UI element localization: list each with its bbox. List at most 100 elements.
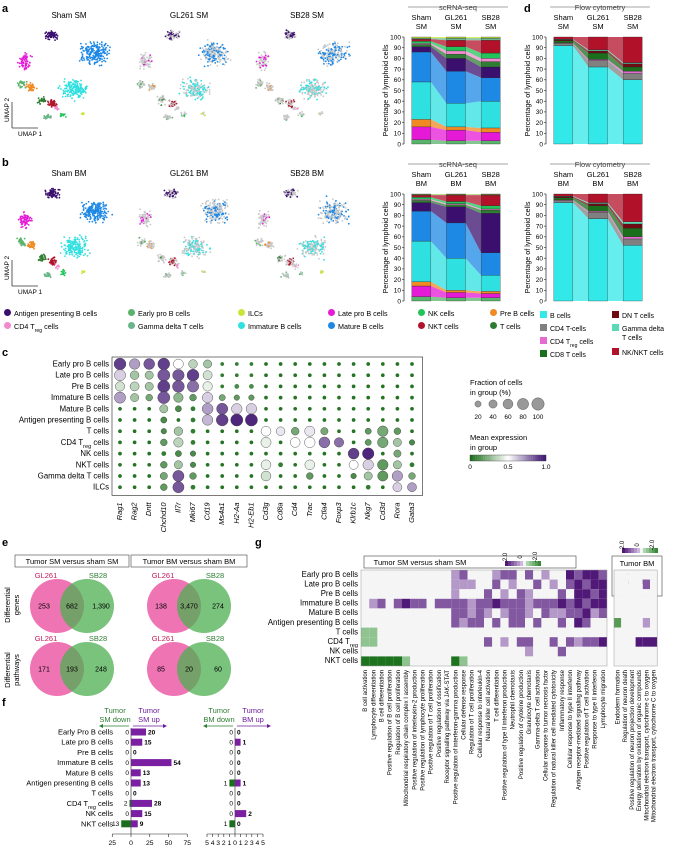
umap-point bbox=[265, 58, 267, 60]
umap-point bbox=[286, 30, 288, 33]
umap-point bbox=[324, 60, 327, 63]
umap-point bbox=[16, 82, 19, 84]
umap-point bbox=[225, 61, 227, 63]
umap-point bbox=[29, 55, 32, 57]
umap-point bbox=[205, 251, 208, 253]
dotplot-dot bbox=[249, 462, 254, 467]
umap-point bbox=[270, 244, 273, 247]
umap-point bbox=[197, 92, 200, 95]
umap-point bbox=[181, 114, 184, 117]
umap-point bbox=[317, 243, 320, 246]
umap-point bbox=[67, 81, 70, 84]
umap-point bbox=[64, 272, 67, 274]
umap-point bbox=[140, 53, 143, 56]
umap-point bbox=[297, 264, 300, 267]
color-legend-step bbox=[508, 455, 510, 461]
umap-point bbox=[209, 52, 211, 54]
dotplot-dot bbox=[248, 394, 255, 401]
umap-point bbox=[209, 45, 211, 48]
umap-point bbox=[169, 274, 171, 277]
umap-point bbox=[153, 85, 156, 88]
umap-point bbox=[97, 208, 99, 211]
dotplot-dot bbox=[351, 373, 356, 378]
umap-point bbox=[332, 54, 334, 57]
umap-point bbox=[320, 93, 322, 96]
dotplot-dot bbox=[307, 418, 312, 422]
umap-point bbox=[285, 119, 288, 121]
dotplot-dot bbox=[264, 451, 268, 456]
umap-point bbox=[57, 87, 60, 90]
umap-point bbox=[222, 47, 225, 50]
umap-point bbox=[259, 223, 262, 226]
umap-point bbox=[311, 253, 314, 256]
color-legend-step bbox=[496, 455, 499, 461]
umap-point bbox=[346, 46, 349, 49]
dotplot-dot bbox=[205, 485, 210, 490]
umap-point bbox=[282, 102, 284, 105]
umap-point bbox=[348, 55, 350, 58]
umap-point bbox=[52, 259, 54, 262]
umap-point bbox=[174, 259, 177, 262]
umap-point bbox=[170, 29, 173, 32]
umap-point bbox=[216, 222, 219, 224]
dotplot-dot bbox=[172, 481, 185, 494]
umap-point bbox=[205, 221, 208, 223]
umap-point bbox=[41, 259, 44, 262]
umap-point bbox=[82, 112, 85, 115]
dotplot-dot bbox=[410, 406, 414, 411]
dotplot-dot bbox=[160, 428, 167, 435]
umap-point bbox=[68, 241, 70, 244]
umap-point bbox=[198, 87, 201, 90]
umap-point bbox=[23, 237, 26, 240]
umap-point bbox=[147, 243, 150, 246]
flow-legend-item: DN T cells bbox=[612, 311, 655, 320]
umap-point bbox=[288, 104, 290, 107]
umap-point bbox=[79, 234, 81, 237]
umap-point bbox=[81, 211, 84, 214]
dotplot-dot bbox=[144, 370, 154, 380]
bar-segment bbox=[480, 132, 501, 141]
umap-point bbox=[28, 87, 31, 90]
dotplot-dot bbox=[365, 484, 371, 490]
umap-point bbox=[192, 235, 195, 238]
umap-point bbox=[212, 207, 215, 210]
umap-point bbox=[182, 85, 185, 88]
umap-point bbox=[313, 245, 316, 248]
umap-point bbox=[216, 211, 219, 214]
umap-point bbox=[145, 224, 148, 227]
color-legend-step bbox=[534, 455, 537, 461]
dotplot-dot bbox=[278, 362, 283, 366]
umap-point bbox=[172, 257, 175, 260]
dotplot-dot bbox=[278, 485, 283, 490]
dotplot-dot bbox=[260, 426, 272, 437]
umap-point bbox=[222, 52, 225, 54]
dotplot-dot bbox=[118, 474, 122, 478]
umap-point bbox=[54, 39, 56, 41]
umap-point bbox=[277, 99, 280, 101]
bar-segment bbox=[588, 36, 608, 50]
umap-point bbox=[285, 100, 287, 103]
umap-point bbox=[318, 258, 320, 260]
umap-point bbox=[216, 46, 219, 49]
umap-point bbox=[267, 60, 270, 63]
dotplot-dot bbox=[118, 418, 122, 422]
umap-point bbox=[340, 47, 343, 49]
umap-point bbox=[23, 84, 26, 87]
umap-point bbox=[84, 213, 87, 216]
umap-point bbox=[65, 116, 67, 118]
umap-point bbox=[94, 44, 97, 47]
umap-point bbox=[151, 88, 154, 90]
umap-point bbox=[312, 89, 314, 92]
color-legend-step bbox=[490, 455, 493, 461]
dotplot-row-label: T cells bbox=[87, 427, 109, 436]
y-tick-label: 40 bbox=[536, 99, 544, 106]
y-axis-label: Percentage of lymphoid cells bbox=[381, 44, 390, 136]
y-axis-label: Percentage of lymphoid cells bbox=[523, 44, 532, 136]
umap-point bbox=[140, 242, 143, 245]
umap-point bbox=[160, 254, 163, 257]
umap-point bbox=[108, 52, 110, 55]
connector-band bbox=[430, 37, 447, 39]
umap-point bbox=[287, 273, 289, 276]
umap-point bbox=[217, 48, 220, 51]
umap-point bbox=[66, 90, 69, 93]
